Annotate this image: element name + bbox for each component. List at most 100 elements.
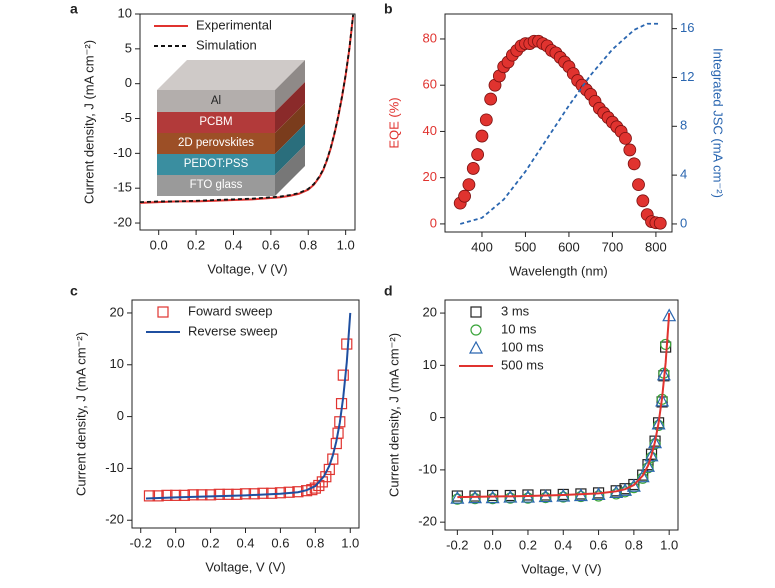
layer-side	[275, 82, 305, 133]
y-tick-label: 0	[430, 215, 437, 230]
legend-label: 3 ms	[501, 303, 530, 318]
y-axis-label: EQE (%)	[386, 97, 401, 148]
circle-marker	[458, 189, 471, 203]
square-marker	[170, 489, 182, 501]
x-tick-label: 0.6	[262, 237, 280, 252]
circle-marker	[504, 492, 516, 504]
y-tick-label: -20	[418, 514, 437, 529]
x-tick-label: 0.8	[306, 535, 324, 550]
x-tick-label: 0.0	[167, 535, 185, 550]
layer-label: PCBM	[199, 116, 232, 128]
legend-label: 10 ms	[501, 321, 537, 336]
circle-marker	[637, 472, 649, 484]
square-marker	[231, 488, 243, 500]
x-tick-label: 0.4	[554, 537, 572, 552]
layer-al	[157, 90, 275, 112]
series-line	[457, 312, 671, 499]
y-axis-label: Current density, J (mA cm⁻²)	[81, 40, 96, 204]
y-tick-label: 0	[430, 409, 437, 424]
x-tick-label: 0.0	[150, 237, 168, 252]
layer-side	[275, 124, 305, 175]
square-marker	[187, 489, 199, 501]
y-tick-label: 20	[110, 304, 124, 319]
legend-label: 500 ms	[501, 357, 544, 372]
series-dashed-line	[140, 14, 355, 204]
x-tick-label: 1.0	[337, 237, 355, 252]
square-marker	[143, 490, 156, 502]
circle-marker	[592, 490, 605, 502]
circle-marker	[619, 486, 631, 498]
y-tick-label: -10	[418, 461, 437, 476]
square-marker	[196, 489, 208, 501]
square-marker	[204, 489, 217, 501]
circle-marker	[557, 491, 569, 503]
circle-marker	[466, 162, 480, 175]
square-marker	[341, 338, 353, 350]
circle-marker	[632, 178, 645, 192]
layer-side	[275, 60, 305, 112]
layer-fto	[157, 175, 275, 196]
circle-marker	[484, 92, 498, 106]
y-tick-label: 10	[118, 5, 132, 20]
circle-marker	[575, 490, 587, 503]
square-marker	[152, 490, 164, 502]
panel-letter: a	[70, 1, 78, 17]
square-marker	[213, 488, 225, 500]
x-tick-label: 500	[515, 239, 537, 254]
y2-tick-label: 0	[680, 215, 687, 230]
x-axis-label: Voltage, V (V)	[205, 559, 285, 574]
y-tick-label: 40	[423, 123, 437, 138]
y2-tick-label: 12	[680, 69, 694, 84]
layer-pedot	[157, 154, 275, 175]
plot-frame	[444, 299, 679, 531]
x-tick-label: 1.0	[660, 537, 678, 552]
x-tick-label: 0.4	[236, 535, 254, 550]
x-tick-label: 0.2	[519, 537, 537, 552]
series-line	[145, 312, 352, 500]
circle-marker	[653, 216, 667, 230]
x-tick-label: 0.8	[625, 537, 643, 552]
x-tick-label: 1.0	[341, 535, 359, 550]
circle-marker	[487, 493, 499, 505]
layer-label: 2D perovskites	[178, 137, 254, 149]
x-axis-label: Voltage, V (V)	[207, 261, 287, 276]
square-marker	[161, 489, 173, 501]
square-marker	[239, 488, 252, 500]
x-tick-label: 700	[602, 239, 624, 254]
x-tick-label: 0.8	[299, 237, 317, 252]
y-tick-label: -10	[105, 460, 124, 475]
square-marker	[313, 479, 325, 492]
square-marker	[222, 488, 234, 500]
layer-perovskite	[157, 133, 275, 154]
y-tick-label: 60	[423, 77, 437, 92]
circle-marker	[623, 143, 637, 157]
square-marker	[178, 489, 190, 501]
legend-label: Experimental	[196, 17, 272, 32]
y-axis-label: Current density, J (mA cm⁻²)	[73, 332, 88, 496]
panel-letter: d	[384, 283, 393, 299]
layer-label: Al	[211, 95, 221, 107]
panel-letter: c	[70, 283, 78, 299]
circle-marker	[540, 491, 552, 504]
x-tick-label: 400	[471, 239, 493, 254]
circle-marker	[469, 493, 481, 505]
circle-marker	[636, 194, 650, 208]
legend-swatch	[470, 324, 482, 336]
circle-marker	[627, 157, 641, 171]
legend-swatch	[470, 306, 482, 318]
legend-label: Simulation	[196, 37, 257, 52]
device-stack-inset: Al PCBM 2D perovskites PEDOT:PSS FTO gla…	[157, 60, 305, 196]
x-tick-label: 0.0	[484, 537, 502, 552]
y-axis-label: Current density, J (mA cm⁻²)	[386, 333, 401, 497]
layer-label: PEDOT:PSS	[184, 158, 249, 170]
legend-label: Reverse sweep	[188, 323, 278, 338]
layer-side	[275, 145, 305, 196]
x-tick-label: 0.6	[271, 535, 289, 550]
stack-top	[157, 60, 305, 90]
layer-label: FTO glass	[190, 179, 243, 191]
y2-tick-label: 8	[680, 118, 687, 133]
y-tick-label: 0	[125, 75, 132, 90]
x-tick-label: 800	[645, 239, 667, 254]
triangle-marker	[644, 448, 659, 462]
y-tick-label: -20	[105, 512, 124, 527]
